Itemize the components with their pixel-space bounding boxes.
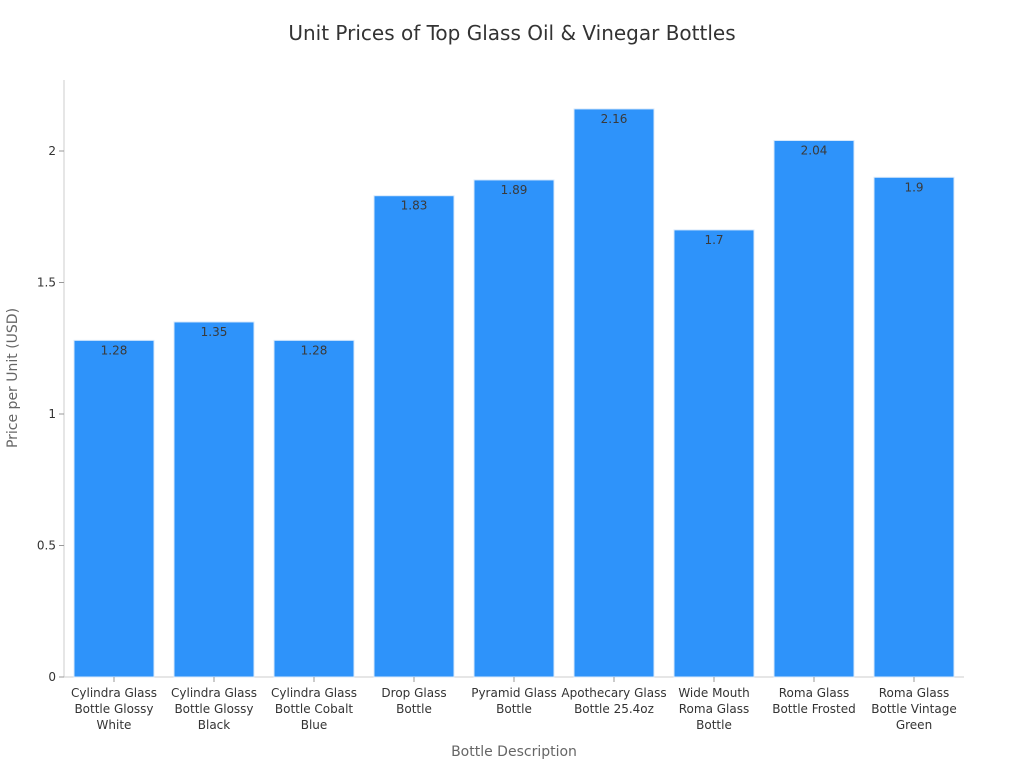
- x-tick-label: Blue: [301, 718, 328, 732]
- x-tick-label: Drop Glass: [381, 686, 446, 700]
- x-tick-label: Bottle Frosted: [772, 702, 856, 716]
- y-tick-label: 2: [48, 144, 56, 158]
- bar-value-label: 1.7: [704, 233, 723, 247]
- bar[interactable]: [173, 321, 255, 678]
- bars-group: 1.28 1.35 1.28 1.83 1.89 2.16 1.7 2.04 1.9: [73, 108, 955, 678]
- x-tick-label: Roma Glass: [879, 686, 950, 700]
- y-tick-label: 1: [48, 407, 56, 421]
- x-tick-label: Pyramid Glass: [471, 686, 557, 700]
- bar-value-label: 1.9: [904, 180, 923, 194]
- y-tick-label: 0: [48, 670, 56, 684]
- x-tick-label: Bottle: [396, 702, 432, 716]
- x-axis-ticks: Cylindra Glass Bottle Glossy White Cylindra…: [71, 677, 957, 732]
- bar-value-label: 1.89: [501, 183, 528, 197]
- y-axis-title: Price per Unit (USD): [5, 308, 21, 448]
- y-tick-label: 1.5: [37, 276, 56, 290]
- bar[interactable]: [673, 229, 755, 678]
- bar[interactable]: [273, 339, 355, 678]
- x-tick-label: Roma Glass: [779, 686, 850, 700]
- bar[interactable]: [773, 139, 855, 678]
- y-tick-label: 0.5: [37, 539, 56, 553]
- x-axis-title: Bottle Description: [451, 744, 577, 760]
- bar[interactable]: [373, 195, 455, 678]
- x-tick-label: Cylindra Glass: [171, 686, 257, 700]
- y-axis-ticks: 0 0.5 1 1.5 2: [37, 144, 64, 684]
- bar-value-label: 1.35: [201, 325, 228, 339]
- x-tick-label: Bottle Glossy: [174, 702, 253, 716]
- x-tick-label: Black: [198, 718, 231, 732]
- x-tick-label: Roma Glass: [679, 702, 750, 716]
- x-tick-label: Green: [896, 718, 932, 732]
- bar-value-label: 1.28: [101, 343, 128, 357]
- bar-value-label: 2.16: [601, 112, 628, 126]
- x-tick-label: Cylindra Glass: [71, 686, 157, 700]
- bar[interactable]: [473, 179, 555, 678]
- x-tick-label: White: [97, 718, 132, 732]
- x-tick-label: Bottle Cobalt: [275, 702, 354, 716]
- chart-title: Unit Prices of Top Glass Oil & Vinegar B…: [288, 21, 735, 45]
- x-tick-label: Wide Mouth: [678, 686, 749, 700]
- bar-value-label: 1.83: [401, 199, 428, 213]
- x-tick-label: Bottle: [496, 702, 532, 716]
- bar[interactable]: [73, 339, 155, 678]
- x-tick-label: Bottle Glossy: [74, 702, 153, 716]
- x-tick-label: Bottle 25.4oz: [574, 702, 654, 716]
- x-tick-label: Bottle Vintage: [871, 702, 956, 716]
- x-tick-label: Apothecary Glass: [561, 686, 666, 700]
- bar[interactable]: [873, 176, 955, 678]
- x-tick-label: Cylindra Glass: [271, 686, 357, 700]
- x-tick-label: Bottle: [696, 718, 732, 732]
- bar[interactable]: [573, 108, 655, 678]
- bar-value-label: 1.28: [301, 343, 328, 357]
- bar-value-label: 2.04: [801, 143, 828, 157]
